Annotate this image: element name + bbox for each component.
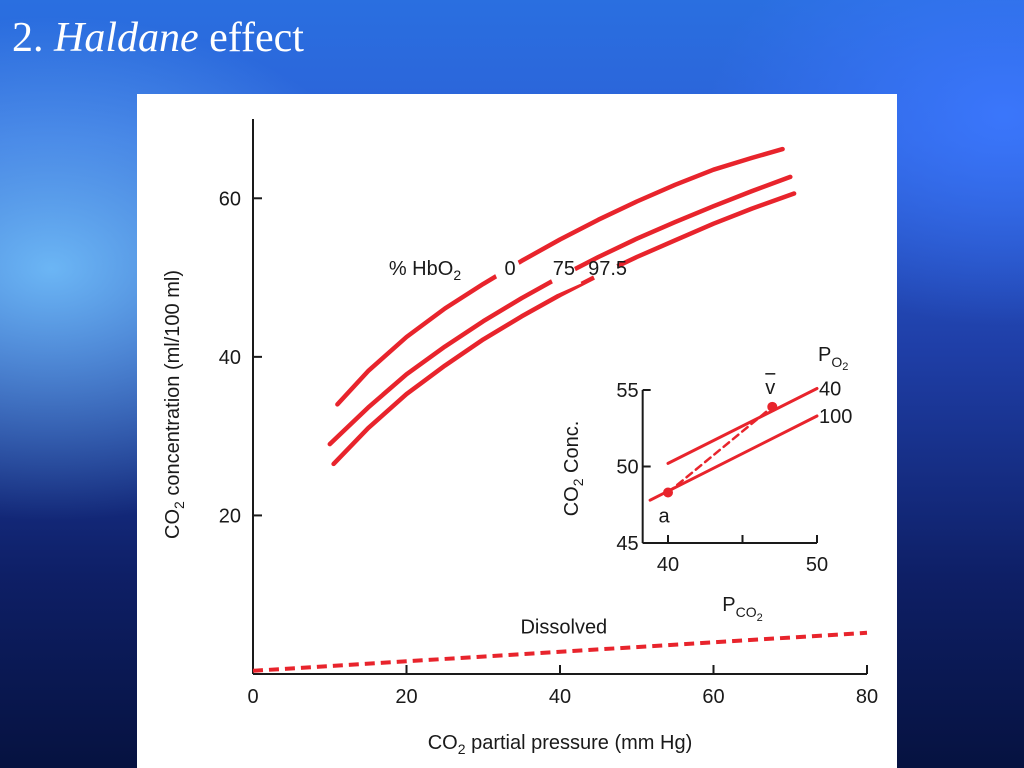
curve-label-0: 0	[505, 258, 516, 280]
main-plot: 0 20 40 60 80 20 40 60 0 75 97.5 Dissolved CO2 par…	[162, 119, 878, 757]
main-x-tick-label: 80	[856, 686, 878, 708]
inset-series-label: 100	[819, 406, 852, 428]
curve-75	[327, 174, 793, 447]
inset-y-tick-label: 50	[616, 457, 638, 479]
inset-curves: 40 100 a v	[648, 373, 852, 528]
main-curves: 0 75 97.5 Dissolved	[252, 146, 868, 673]
inset-point-label: a	[658, 506, 670, 528]
main-x-tick-label: 20	[395, 686, 417, 708]
curve-label-gap	[588, 254, 626, 294]
inset-y-axis-label: CO2 Conc.	[561, 421, 586, 517]
hbo2-legend: % HbO2	[389, 258, 461, 283]
inset-point-label: v	[765, 377, 775, 399]
inset-curve-po2-40	[666, 387, 819, 465]
main-ticks: 0 20 40 60 80 20 40 60	[219, 188, 878, 708]
curve-label-dissolved: Dissolved	[520, 617, 607, 639]
inset-point-a	[663, 487, 673, 498]
curve-97-5	[331, 191, 797, 467]
slide-title-number: 2.	[12, 15, 44, 61]
slide-title-emphasis: Haldane	[54, 15, 199, 61]
slide-title: 2. Haldane effect	[12, 12, 304, 64]
curve-label-gap	[544, 254, 582, 294]
inset-x-tick-label: 50	[806, 554, 828, 576]
main-x-tick-label: 0	[247, 686, 258, 708]
inset-y-tick-label: 45	[616, 533, 638, 555]
curve-label-gap	[488, 248, 526, 289]
curve-dissolved	[252, 630, 868, 673]
inset-x-axis-label: PCO2	[722, 594, 762, 624]
curve-0	[335, 146, 785, 407]
curve-label-75: 75	[553, 258, 575, 280]
figure-panel: 0 20 40 60 80 20 40 60 0 75 97.5 Dissolved CO2 par…	[137, 94, 897, 768]
inset-series-label: 40	[819, 378, 841, 400]
co2-dissociation-chart: 0 20 40 60 80 20 40 60 0 75 97.5 Dissolved CO2 par…	[162, 119, 878, 757]
main-y-tick-label: 60	[219, 188, 241, 210]
inset-ticks: 45 50 55 40 50	[616, 380, 828, 576]
main-x-axis-label: CO2 partial pressure (mm Hg)	[428, 732, 693, 757]
inset-x-tick-label: 40	[657, 554, 679, 576]
curve-label-97-5: 97.5	[588, 258, 627, 280]
main-y-tick-label: 20	[219, 505, 241, 527]
inset-curve-po2-100	[648, 414, 819, 502]
inset-po2-legend-title: PO2	[818, 344, 848, 373]
main-x-tick-label: 60	[702, 686, 724, 708]
main-y-tick-label: 40	[219, 347, 241, 369]
inset-dashed-path	[666, 405, 774, 494]
inset-y-tick-label: 55	[616, 380, 638, 402]
main-x-tick-label: 40	[549, 686, 571, 708]
main-y-axis-label: CO2 concentration (ml/100 ml)	[162, 270, 187, 539]
inset-point-v	[767, 401, 778, 412]
slide-title-rest: effect	[209, 15, 304, 61]
inset-plot: 45 50 55 40 50 40 100 a v PCO2 CO2 Conc. PO2	[561, 344, 852, 624]
